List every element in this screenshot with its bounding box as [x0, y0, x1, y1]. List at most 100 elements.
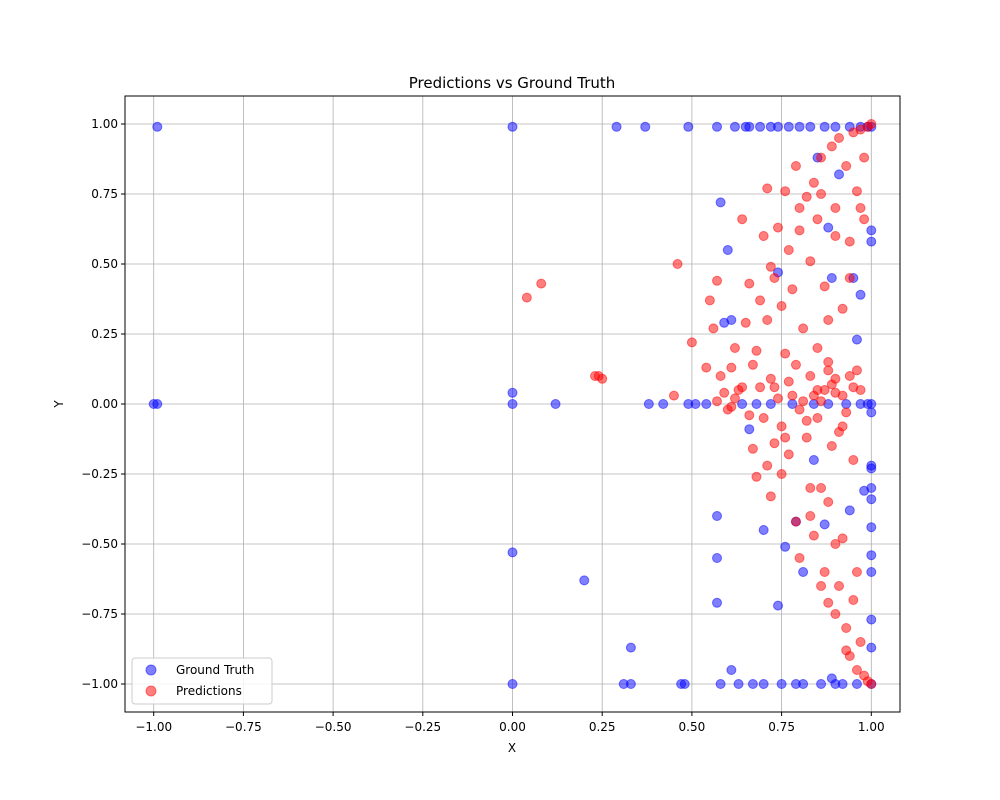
prediction-point [765, 373, 776, 384]
ground-truth-point [712, 597, 723, 608]
y-tick-label: −1.00 [81, 677, 118, 691]
ground-truth-point [851, 679, 862, 689]
prediction-point [708, 323, 719, 334]
prediction-point [801, 191, 812, 202]
prediction-point [805, 256, 816, 267]
ground-truth-point [722, 245, 733, 255]
prediction-point [816, 152, 827, 163]
ground-truth-point [611, 121, 622, 132]
ground-truth-point [866, 407, 877, 418]
y-tick-label: 0.50 [91, 257, 118, 271]
prediction-point [808, 390, 819, 401]
x-tick-label: −0.50 [315, 720, 352, 734]
y-tick-label: −0.75 [81, 607, 118, 621]
prediction-point [794, 225, 805, 236]
ground-truth-point [819, 519, 830, 530]
prediction-point [780, 432, 791, 443]
ground-truth-point [152, 399, 163, 409]
prediction-point [830, 231, 841, 241]
prediction-point [851, 365, 862, 376]
ground-truth-point [805, 121, 816, 132]
x-axis-label: X [508, 741, 516, 755]
prediction-point [848, 455, 859, 465]
y-tick-label: 1.00 [91, 117, 118, 131]
ground-truth-point [683, 121, 694, 132]
ground-truth-point [715, 197, 726, 208]
prediction-point [794, 553, 805, 563]
prediction-point [805, 511, 816, 521]
prediction-point [798, 323, 809, 334]
legend-label-predictions: Predictions [176, 684, 242, 698]
x-tick-label: 0.50 [679, 720, 706, 734]
prediction-point [830, 609, 841, 619]
ground-truth-point [712, 553, 723, 563]
prediction-point [762, 460, 773, 471]
ground-truth-point [780, 541, 791, 552]
prediction-point [851, 186, 862, 197]
ground-truth-point [855, 399, 866, 409]
ground-truth-point [844, 505, 855, 516]
prediction-point [805, 371, 816, 381]
ground-truth-point [830, 121, 841, 132]
x-tick-label: −0.25 [404, 720, 441, 734]
ground-truth-point [798, 567, 809, 577]
prediction-point [812, 214, 823, 225]
ground-truth-point [866, 522, 877, 533]
prediction-point [715, 371, 726, 381]
ground-truth-point [834, 169, 845, 180]
prediction-point [819, 385, 830, 395]
prediction-point [712, 275, 723, 286]
prediction-point [769, 382, 780, 393]
prediction-point [837, 390, 848, 401]
prediction-point [816, 483, 827, 493]
x-tick-label: −1.00 [135, 720, 172, 734]
prediction-point [866, 679, 877, 689]
ground-truth-point [152, 121, 163, 132]
prediction-point [834, 581, 845, 591]
ground-truth-point [866, 236, 877, 247]
prediction-point [712, 396, 723, 407]
x-tick-label: −0.75 [225, 720, 262, 734]
prediction-point [837, 533, 848, 544]
ground-truth-point [507, 387, 518, 398]
prediction-point [866, 119, 877, 129]
prediction-point [841, 407, 852, 418]
prediction-point [751, 345, 762, 356]
legend-marker-predictions [145, 685, 157, 697]
prediction-point [816, 581, 827, 591]
prediction-point [773, 393, 784, 404]
prediction-point [830, 373, 841, 384]
prediction-point [844, 236, 855, 247]
prediction-point [819, 567, 830, 577]
prediction-point [830, 203, 841, 213]
prediction-point [790, 161, 801, 171]
y-axis-label: Y [52, 400, 66, 409]
prediction-point [808, 177, 819, 188]
prediction-point [783, 449, 794, 460]
ground-truth-point [679, 679, 690, 689]
x-tick-label: 0.25 [589, 720, 616, 734]
prediction-point [701, 362, 712, 373]
prediction-point [729, 343, 740, 353]
prediction-point [726, 401, 737, 412]
ground-truth-point [773, 121, 784, 132]
prediction-point [762, 183, 773, 194]
prediction-point [729, 393, 740, 404]
ground-truth-point [816, 679, 827, 689]
ground-truth-point [866, 494, 877, 505]
prediction-point [686, 337, 697, 348]
ground-truth-point [733, 679, 744, 689]
legend-marker-ground-truth [145, 664, 157, 676]
ground-truth-point [851, 334, 862, 345]
ground-truth-point [841, 399, 852, 409]
prediction-point [823, 357, 834, 367]
prediction-point [776, 301, 787, 311]
ground-truth-point [712, 511, 723, 521]
x-tick-label: 0.00 [499, 720, 526, 734]
prediction-point [823, 597, 834, 608]
prediction-point [859, 214, 870, 225]
prediction-point [794, 203, 805, 213]
prediction-point [769, 438, 780, 449]
legend: Ground Truth Predictions [131, 657, 273, 705]
